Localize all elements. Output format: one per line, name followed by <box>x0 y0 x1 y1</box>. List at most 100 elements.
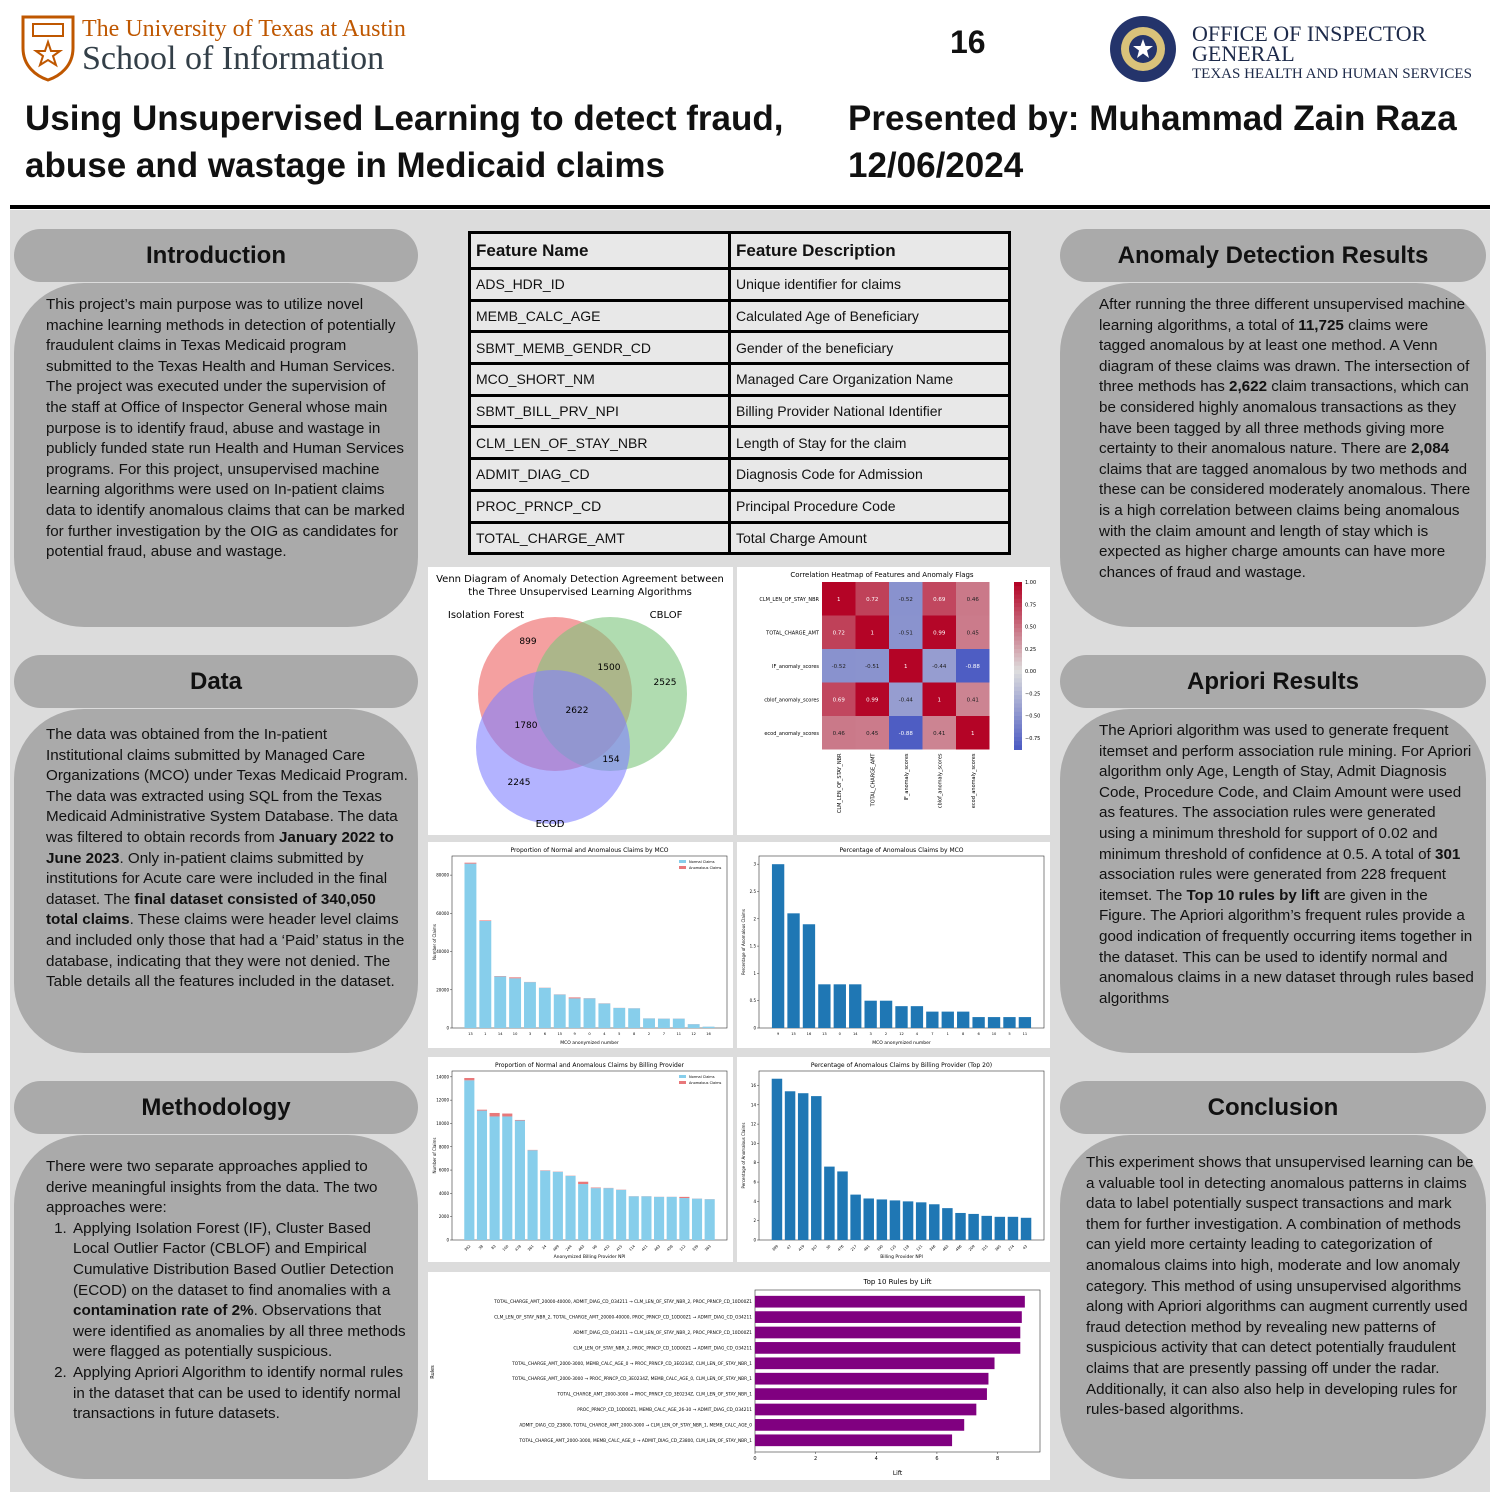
table-row: ADS_HDR_ID Unique identifier for claims <box>468 267 1011 302</box>
x-tick-label: 2 <box>648 1032 650 1036</box>
x-axis-label: Lift <box>893 1470 903 1477</box>
venn-set-label: ECOD <box>536 819 565 830</box>
bar <box>755 1342 1021 1354</box>
bold-text: final dataset consisted of 340,050 total… <box>46 890 376 929</box>
heatmap-value: -0.52 <box>899 597 913 603</box>
presenter-block: Presented by: Muhammad Zain Raza 12/06/2… <box>848 95 1488 189</box>
table-row: MCO_SHORT_NM Managed Care Organization Na… <box>468 362 1011 397</box>
x-tick-label: 463 <box>578 1244 586 1252</box>
bar <box>641 1196 652 1240</box>
row-label: TOTAL_CHARGE_AMT <box>765 630 820 636</box>
bar <box>578 1184 589 1240</box>
x-tick-label: 190 <box>876 1244 884 1252</box>
bar <box>755 1434 953 1447</box>
rules-figure: Top 10 Rules by Lift 0 2 4 6 8 TOTAL_CHARGE_AM… <box>428 1272 1050 1480</box>
x-tick-label: 361 <box>527 1244 535 1252</box>
table-row: SBMT_BILL_PRV_NPI Billing Provider Nation… <box>468 393 1011 429</box>
feature-description-cell: Managed Care Organization Name <box>728 362 1011 397</box>
heatmap-value: 0.45 <box>866 731 879 737</box>
colorbar-segment <box>1014 674 1022 679</box>
colorbar-segment <box>1014 623 1022 629</box>
feature-name-cell: TOTAL_CHARGE_AMT <box>468 520 731 556</box>
y-tick-label: 0 <box>446 1026 449 1031</box>
colorbar-segment <box>1014 682 1022 688</box>
methodology-intro: There were two separate approaches appli… <box>46 1157 408 1219</box>
colorbar-tick-label: 1.00 <box>1025 580 1036 586</box>
x-tick-label: 463 <box>654 1244 662 1252</box>
venn-title-line2: the Three Unsupervised Learning Algorith… <box>468 587 692 598</box>
heatmap-value: -0.52 <box>832 664 846 670</box>
bar <box>942 1208 953 1240</box>
heatmap-cell <box>922 615 956 649</box>
rule-label: TOTAL_CHARGE_AMT_20000-40000, ADMIT_DIAG… <box>493 1299 752 1305</box>
table-row: ADMIT_DIAG_CD Diagnosis Code for Admissio… <box>468 457 1011 492</box>
x-tick-label: 346 <box>929 1244 937 1252</box>
row-label: IF_anomaly_scores <box>772 664 819 670</box>
y-tick-label: 0 <box>753 1238 756 1243</box>
bar <box>613 1007 626 1028</box>
y-tick-label: 60000 <box>436 911 449 916</box>
x-tick-label: 6 <box>935 1456 938 1462</box>
ut-austin-logo <box>20 14 410 84</box>
data-heading: Data <box>14 655 418 708</box>
venn-region-count: 1780 <box>515 721 538 731</box>
heatmap-cell <box>956 649 990 683</box>
colorbar-segment <box>1014 695 1022 700</box>
heatmap-cell <box>956 582 990 616</box>
x-tick-label: 8 <box>633 1032 636 1036</box>
y-axis-label: Rules <box>430 1365 436 1379</box>
colorbar-segment <box>1014 732 1022 738</box>
heatmap-value: 0.46 <box>833 731 846 737</box>
colorbar-segment <box>1014 628 1022 633</box>
text-segment: . These claims were header level claims … <box>46 911 405 991</box>
bar <box>628 1008 641 1028</box>
bar <box>818 984 831 1028</box>
heatmap-cell <box>822 716 856 750</box>
bar <box>957 1011 970 1028</box>
presentation-date: 12/06/2024 <box>848 146 1024 185</box>
text-segment: Applying Isolation Forest (IF), Cluster … <box>73 1219 394 1299</box>
provider-proportion-figure: Proportion of Normal and Anomalous Claim… <box>428 1057 733 1262</box>
bar <box>811 1096 822 1240</box>
y-tick-label: 6 <box>753 1180 756 1185</box>
feature-name-cell: PROC_PRNCP_CD <box>468 488 731 524</box>
rule-label: PROC_PRNCP_CD_10D00Z1, MEMB_CALC_AGE_26-… <box>577 1407 752 1413</box>
y-tick-label: 3 <box>753 862 756 867</box>
y-axis-label: Number of Claims <box>432 1138 437 1174</box>
bar <box>755 1372 989 1385</box>
legend-swatch <box>679 1081 686 1084</box>
x-tick-label: 5 <box>1008 1032 1010 1036</box>
bar <box>568 997 581 999</box>
apriori-results-body: The Apriori algorithm was used to genera… <box>1060 709 1486 1053</box>
table-header-row: Feature Name Feature Description <box>468 231 1011 270</box>
bar <box>755 1326 1021 1339</box>
table-row: PROC_PRNCP_CD Principal Procedure Code <box>468 488 1011 524</box>
data-body: The data was obtained from the In-patien… <box>14 709 418 1053</box>
x-tick-label: 13 <box>822 1032 827 1036</box>
bar <box>679 1198 690 1240</box>
bar <box>1018 1017 1032 1028</box>
y-tick-label: 2 <box>753 916 756 921</box>
heatmap-figure: Correlation Heatmap of Features and Anom… <box>737 567 1050 835</box>
bar <box>850 1194 861 1240</box>
heatmap-value: 0.99 <box>933 630 946 636</box>
x-tick-label: 486 <box>955 1244 963 1252</box>
poster-number: 16 <box>950 24 986 60</box>
chart-title: Proportion of Normal and Anomalous Claim… <box>495 1062 685 1069</box>
heatmap-cell <box>855 716 889 750</box>
x-tick-label: 4 <box>603 1032 606 1036</box>
feature-name-cell: CLM_LEN_OF_STAY_NBR <box>468 425 731 461</box>
rule-label: ADMIT_DIAG_CD_Z3800, TOTAL_CHARGE_AMT_20… <box>519 1422 752 1428</box>
plot-frame <box>754 1289 1041 1453</box>
legend-label: Normal Claims <box>689 860 715 864</box>
oig-name: OFFICE OF INSPECTOR GENERAL <box>1192 21 1427 66</box>
legend-label: Anomalous Claims <box>689 866 722 870</box>
bar <box>879 1000 893 1028</box>
y-tick-label: 10000 <box>436 1121 449 1126</box>
methodology-item: Applying Isolation Forest (IF), Cluster … <box>71 1219 408 1363</box>
text-segment: This project’s main purpose was to utili… <box>46 296 405 561</box>
heatmap-cell <box>855 649 889 683</box>
text-segment: . Only in-patient claims submitted by in… <box>46 849 388 908</box>
x-tick-label: 9 <box>777 1032 780 1036</box>
bar <box>464 1080 475 1240</box>
